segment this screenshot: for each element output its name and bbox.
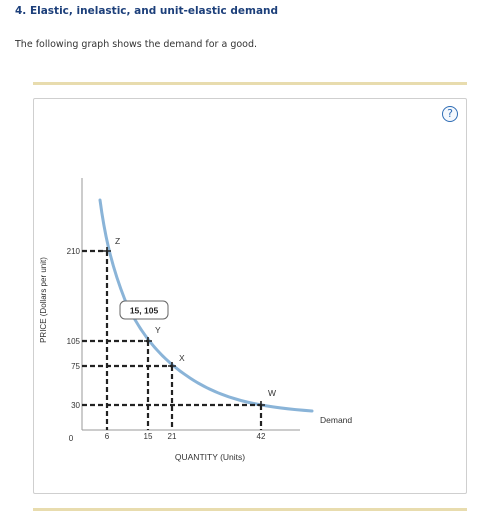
top-divider xyxy=(33,82,467,85)
x-axis-label: QUANTITY (Units) xyxy=(175,452,245,462)
point-marker-y[interactable] xyxy=(144,337,152,345)
point-label-w: W xyxy=(268,388,276,398)
y-axis-label: PRICE (Dollars per unit) xyxy=(39,257,48,343)
origin-label: 0 xyxy=(69,434,74,443)
point-label-z: Z xyxy=(115,236,120,246)
question-title: 4. Elastic, inelastic, and unit-elastic … xyxy=(15,5,279,17)
graph-panel xyxy=(33,98,467,494)
y-tick-label: 210 xyxy=(67,247,81,256)
point-marker-x[interactable] xyxy=(168,362,176,370)
y-tick-label: 105 xyxy=(67,337,81,346)
x-tick-label: 15 xyxy=(144,432,153,441)
point-tooltip: 15, 105 xyxy=(119,300,169,320)
point-marker-w[interactable] xyxy=(257,401,265,409)
x-tick-label: 21 xyxy=(168,432,177,441)
svg-text:15, 105: 15, 105 xyxy=(130,306,159,316)
y-tick-label: 75 xyxy=(71,362,80,371)
point-label-y: Y xyxy=(155,325,161,335)
demand-curve[interactable] xyxy=(98,198,314,413)
series-label-demand: Demand xyxy=(320,415,352,425)
help-icon[interactable]: ? xyxy=(442,106,458,122)
bottom-divider xyxy=(33,508,467,511)
question-intro: The following graph shows the demand for… xyxy=(15,39,258,50)
point-label-x: X xyxy=(179,353,185,363)
y-tick-label: 30 xyxy=(71,401,80,410)
x-tick-label: 6 xyxy=(105,432,110,441)
point-marker-z[interactable] xyxy=(103,247,111,255)
x-tick-label: 42 xyxy=(257,432,266,441)
